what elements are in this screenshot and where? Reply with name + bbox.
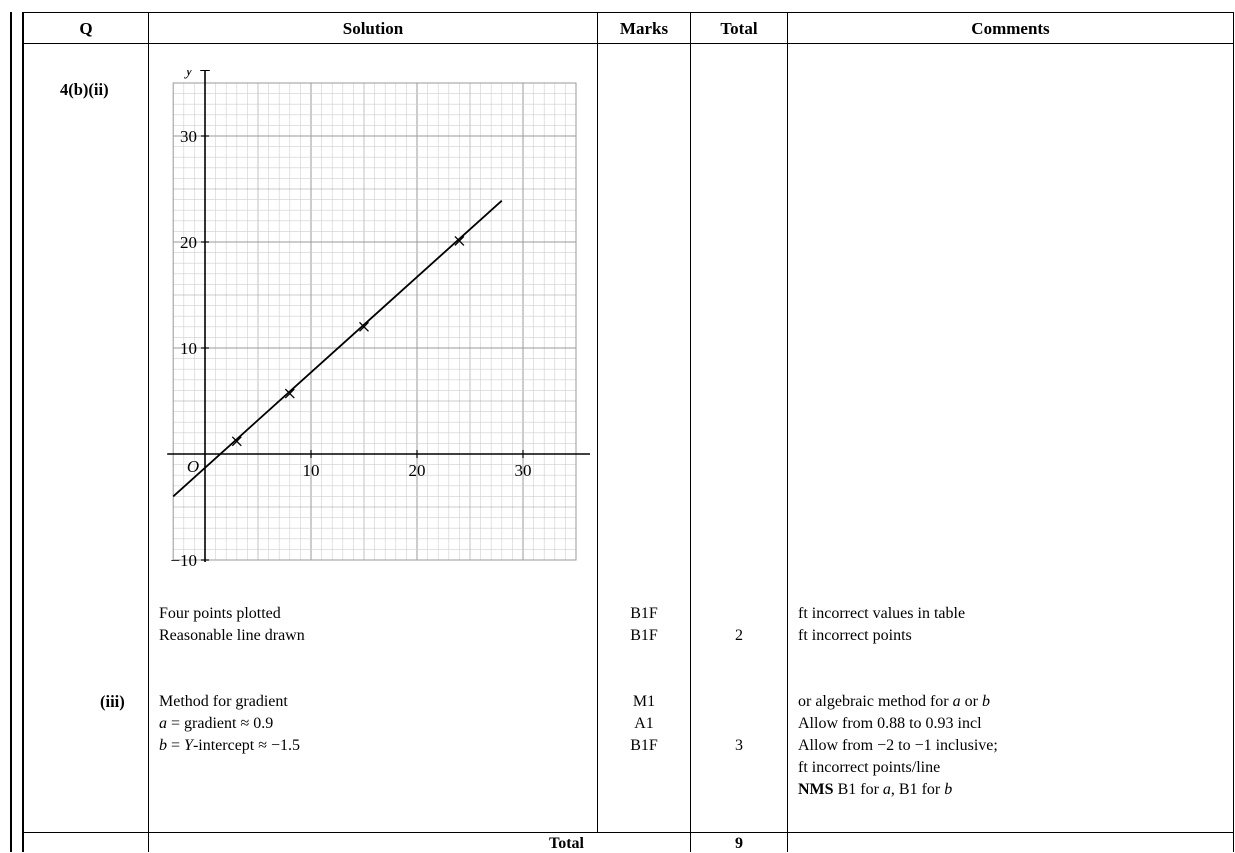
mark-b1f-intercept: B1F: [630, 737, 658, 754]
solution-four-points: Four points plotted: [159, 605, 281, 622]
nms-label: NMS: [798, 781, 834, 798]
plotted-point: [284, 388, 295, 399]
total-part-iii: 3: [735, 737, 743, 754]
mark-m1: M1: [632, 693, 656, 710]
mark-a1: A1: [634, 715, 654, 732]
header-comments: Comments: [971, 19, 1050, 38]
table-right-border: [1233, 12, 1234, 852]
header-marks: Marks: [619, 19, 669, 38]
col-divider-q: [148, 12, 149, 852]
solution-line-drawn: Reasonable line drawn: [159, 627, 305, 644]
point-cross-stroke: [359, 321, 369, 332]
plotted-point: [231, 436, 242, 447]
var-a: a: [882, 781, 891, 798]
y-tick-label: 20: [180, 233, 197, 252]
header-bottom-border: [22, 43, 1234, 44]
left-margin-line: [10, 12, 12, 852]
comment-ft-table: ft incorrect values in table: [798, 605, 966, 622]
y-axis-label: y: [183, 70, 193, 79]
var-b: b: [159, 737, 167, 754]
y-axis-arrow-icon: [200, 70, 210, 71]
origin-label: O: [187, 457, 199, 476]
question-label-4bii: 4(b)(ii): [60, 80, 109, 99]
header-total: Total: [720, 19, 758, 38]
table-top-border: [22, 12, 1234, 13]
y-tick-label: 30: [180, 127, 197, 146]
var-a: a: [159, 715, 167, 732]
col-divider-solution: [597, 12, 598, 832]
table-left-border: [22, 12, 24, 852]
point-cross-stroke: [231, 436, 242, 447]
y-tick-label: −10: [170, 551, 197, 570]
comment-ft-points: ft incorrect points: [798, 627, 912, 644]
grid-border: [172, 82, 577, 561]
x-tick-label: 30: [515, 461, 532, 480]
mark-b1f-points: B1F: [630, 605, 658, 622]
var-b: b: [944, 781, 953, 798]
comment-ft-line: ft incorrect points/line: [798, 759, 941, 776]
best-fit-line: [172, 199, 503, 498]
total-row-label: Total: [549, 835, 584, 852]
point-cross-stroke: [454, 235, 465, 246]
x-tick-label: 20: [409, 461, 426, 480]
total-part-ii: 2: [735, 627, 743, 644]
var-b: b: [981, 693, 990, 710]
header-solution: Solution: [342, 19, 404, 38]
var-Y: Y: [184, 737, 193, 754]
point-cross-stroke: [284, 388, 295, 399]
x-tick-label: 10: [303, 461, 320, 480]
solution-a-gradient: a = gradient ≈ 0.9: [159, 715, 274, 732]
y-tick-label: 10: [180, 339, 197, 358]
mark-b1f-line: B1F: [630, 627, 658, 644]
comment-allow-a: Allow from 0.88 to 0.93 incl: [798, 715, 982, 732]
solution-method-gradient: Method for gradient: [159, 693, 288, 710]
plotted-point: [359, 321, 369, 332]
col-divider-marks: [690, 12, 691, 852]
question-label-iii: (iii): [100, 692, 125, 711]
total-row-value: 9: [735, 835, 743, 852]
comment-algebraic: or algebraic method for a or b: [798, 693, 990, 710]
comment-allow-b: Allow from −2 to −1 inclusive;: [798, 737, 998, 754]
header-q: Q: [79, 19, 93, 38]
var-a: a: [952, 693, 961, 710]
plotted-point: [454, 235, 465, 246]
solution-b-intercept: b = Y-intercept ≈ −1.5: [159, 737, 301, 754]
total-row-top-border: [22, 832, 1234, 833]
col-divider-total: [787, 12, 788, 852]
comment-nms: NMS B1 for a, B1 for b: [798, 781, 953, 798]
